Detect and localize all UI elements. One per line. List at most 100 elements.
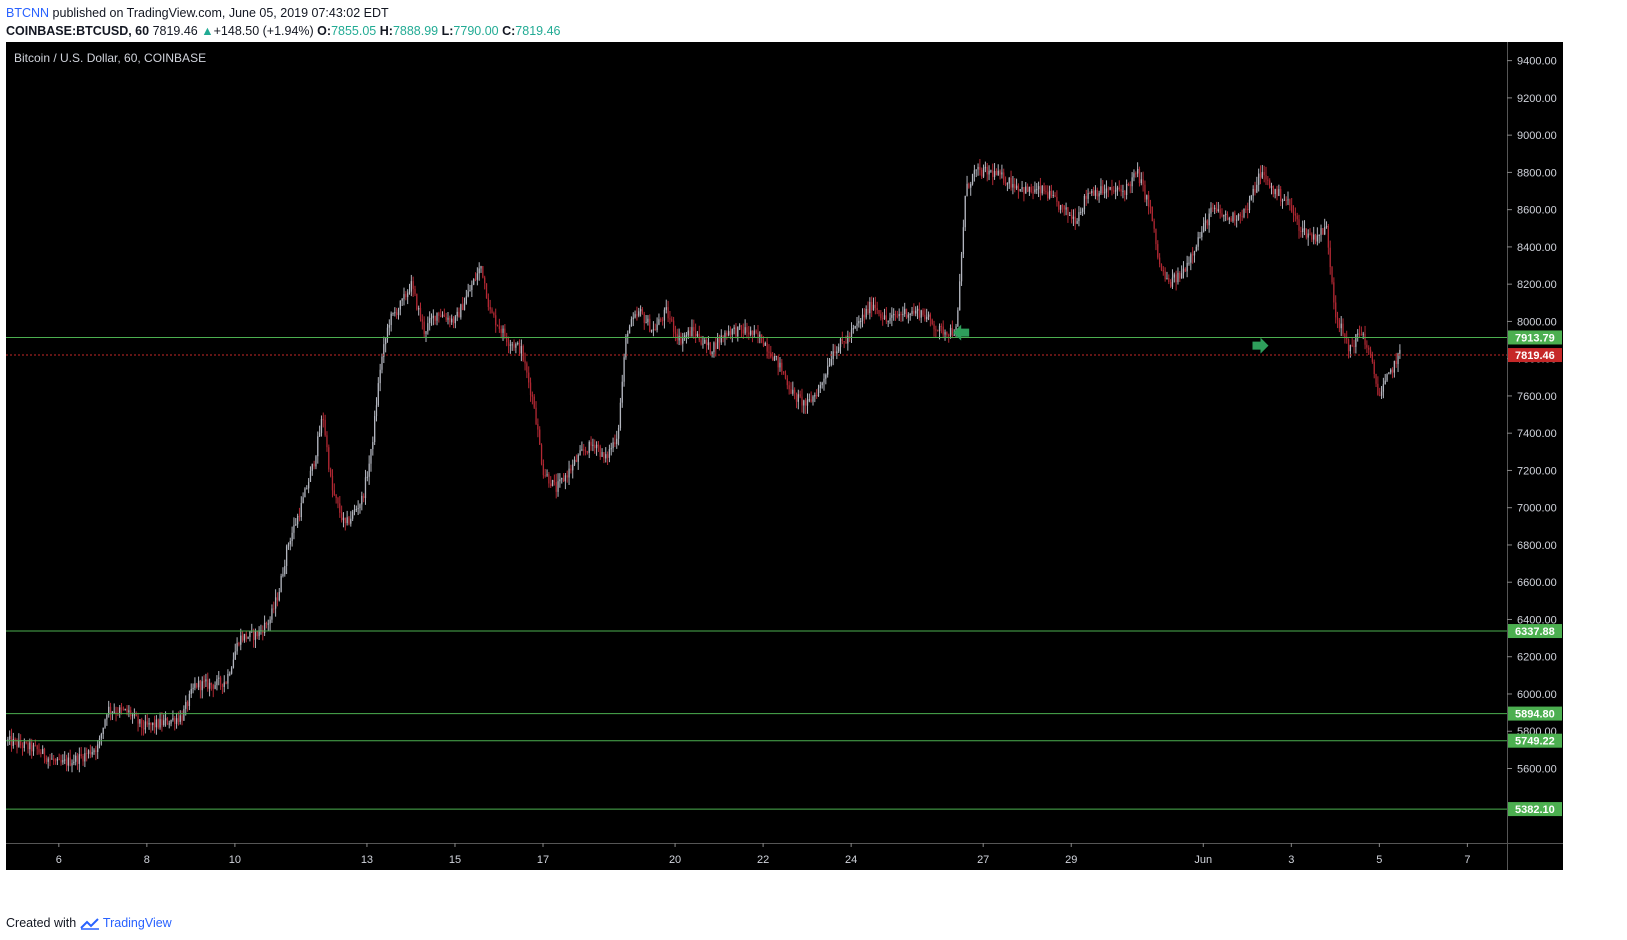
- candle: [256, 630, 258, 640]
- candle: [58, 753, 60, 761]
- candle: [1280, 186, 1282, 207]
- candle: [1272, 185, 1274, 198]
- candle-body: [737, 326, 739, 337]
- candle-body: [1391, 369, 1394, 373]
- candle-body: [447, 317, 449, 320]
- candle: [1197, 231, 1199, 251]
- candle-body: [267, 623, 269, 625]
- candle-body: [91, 752, 93, 755]
- candle: [1344, 332, 1346, 344]
- candle-body: [430, 317, 433, 319]
- candle-body: [1327, 226, 1330, 248]
- candle: [1329, 240, 1331, 275]
- candle-body: [839, 338, 842, 348]
- candle-body: [1091, 190, 1093, 194]
- candle-body: [1324, 227, 1326, 235]
- candle: [672, 316, 675, 338]
- candle-body: [230, 667, 233, 674]
- candle-body: [687, 330, 689, 336]
- candle-body: [650, 330, 653, 332]
- candle: [975, 169, 977, 178]
- candle: [628, 324, 631, 334]
- candle-body: [720, 335, 722, 343]
- candle: [707, 336, 710, 350]
- candle: [82, 753, 84, 766]
- candle-body: [907, 314, 910, 318]
- candle: [986, 162, 988, 182]
- candle-body: [1179, 272, 1181, 279]
- candle: [694, 323, 697, 344]
- price-chart[interactable]: Bitcoin / U.S. Dollar, 60, COINBASE5600.…: [0, 42, 1627, 912]
- candle: [1004, 176, 1007, 187]
- candle-body: [139, 719, 141, 724]
- candle: [243, 633, 246, 643]
- candle-body: [540, 444, 543, 464]
- candle-body: [1043, 185, 1045, 192]
- candle-body: [1366, 344, 1368, 348]
- candle-body: [1212, 207, 1214, 209]
- candle: [1039, 177, 1042, 201]
- candle: [375, 397, 378, 422]
- candle-body: [579, 450, 581, 456]
- candle-body: [693, 327, 695, 332]
- candle: [959, 273, 961, 311]
- candle-body: [84, 753, 86, 762]
- candle: [498, 318, 501, 333]
- candle: [473, 278, 475, 286]
- open-label: O:: [317, 24, 332, 38]
- candle: [423, 316, 425, 338]
- candle-body: [971, 174, 974, 185]
- candle: [608, 444, 611, 463]
- candle: [1063, 205, 1065, 216]
- author-link[interactable]: BTCNN: [6, 6, 50, 20]
- candle-body: [784, 373, 787, 379]
- candle-body: [627, 333, 629, 337]
- candle-body: [896, 316, 898, 318]
- candle: [282, 567, 284, 578]
- low-label: L:: [441, 24, 454, 38]
- candle-body: [852, 327, 854, 330]
- candle-body: [1125, 184, 1128, 196]
- candle-body: [1158, 257, 1161, 265]
- candle: [174, 715, 176, 731]
- candle-body: [177, 718, 180, 722]
- candle-body: [900, 314, 902, 316]
- candle-body: [1199, 237, 1201, 239]
- candle: [896, 310, 898, 319]
- candle: [71, 759, 73, 773]
- candle: [38, 743, 40, 755]
- candle: [113, 703, 115, 714]
- candle-body: [183, 708, 185, 721]
- candle-body: [1001, 172, 1003, 175]
- candle-body: [1314, 234, 1317, 242]
- tradingview-brand-link[interactable]: TradingView: [102, 916, 172, 930]
- plot-area: [6, 42, 1507, 843]
- candle: [109, 702, 112, 721]
- candle: [650, 329, 653, 333]
- candle: [806, 393, 809, 414]
- x-tick-label: 17: [537, 854, 549, 866]
- candle-body: [788, 385, 790, 390]
- candle: [680, 332, 682, 346]
- candle: [152, 722, 154, 731]
- candle-body: [1234, 212, 1236, 221]
- candle-body: [1267, 179, 1269, 181]
- candle: [940, 323, 943, 334]
- candle-body: [111, 711, 114, 713]
- candle: [1236, 215, 1238, 228]
- candle: [966, 175, 968, 197]
- candle: [254, 628, 257, 649]
- candle: [120, 703, 123, 715]
- candle-body: [874, 304, 876, 309]
- candle-body: [764, 343, 766, 346]
- candle: [1061, 204, 1064, 213]
- candle: [1316, 227, 1318, 246]
- candle-body: [104, 719, 106, 728]
- candle: [742, 323, 744, 339]
- candle: [916, 305, 919, 320]
- candle-body: [385, 338, 387, 345]
- x-tick-label: 24: [845, 854, 857, 866]
- candle: [1184, 267, 1186, 273]
- support-badge: [1508, 624, 1562, 639]
- candle: [313, 460, 315, 470]
